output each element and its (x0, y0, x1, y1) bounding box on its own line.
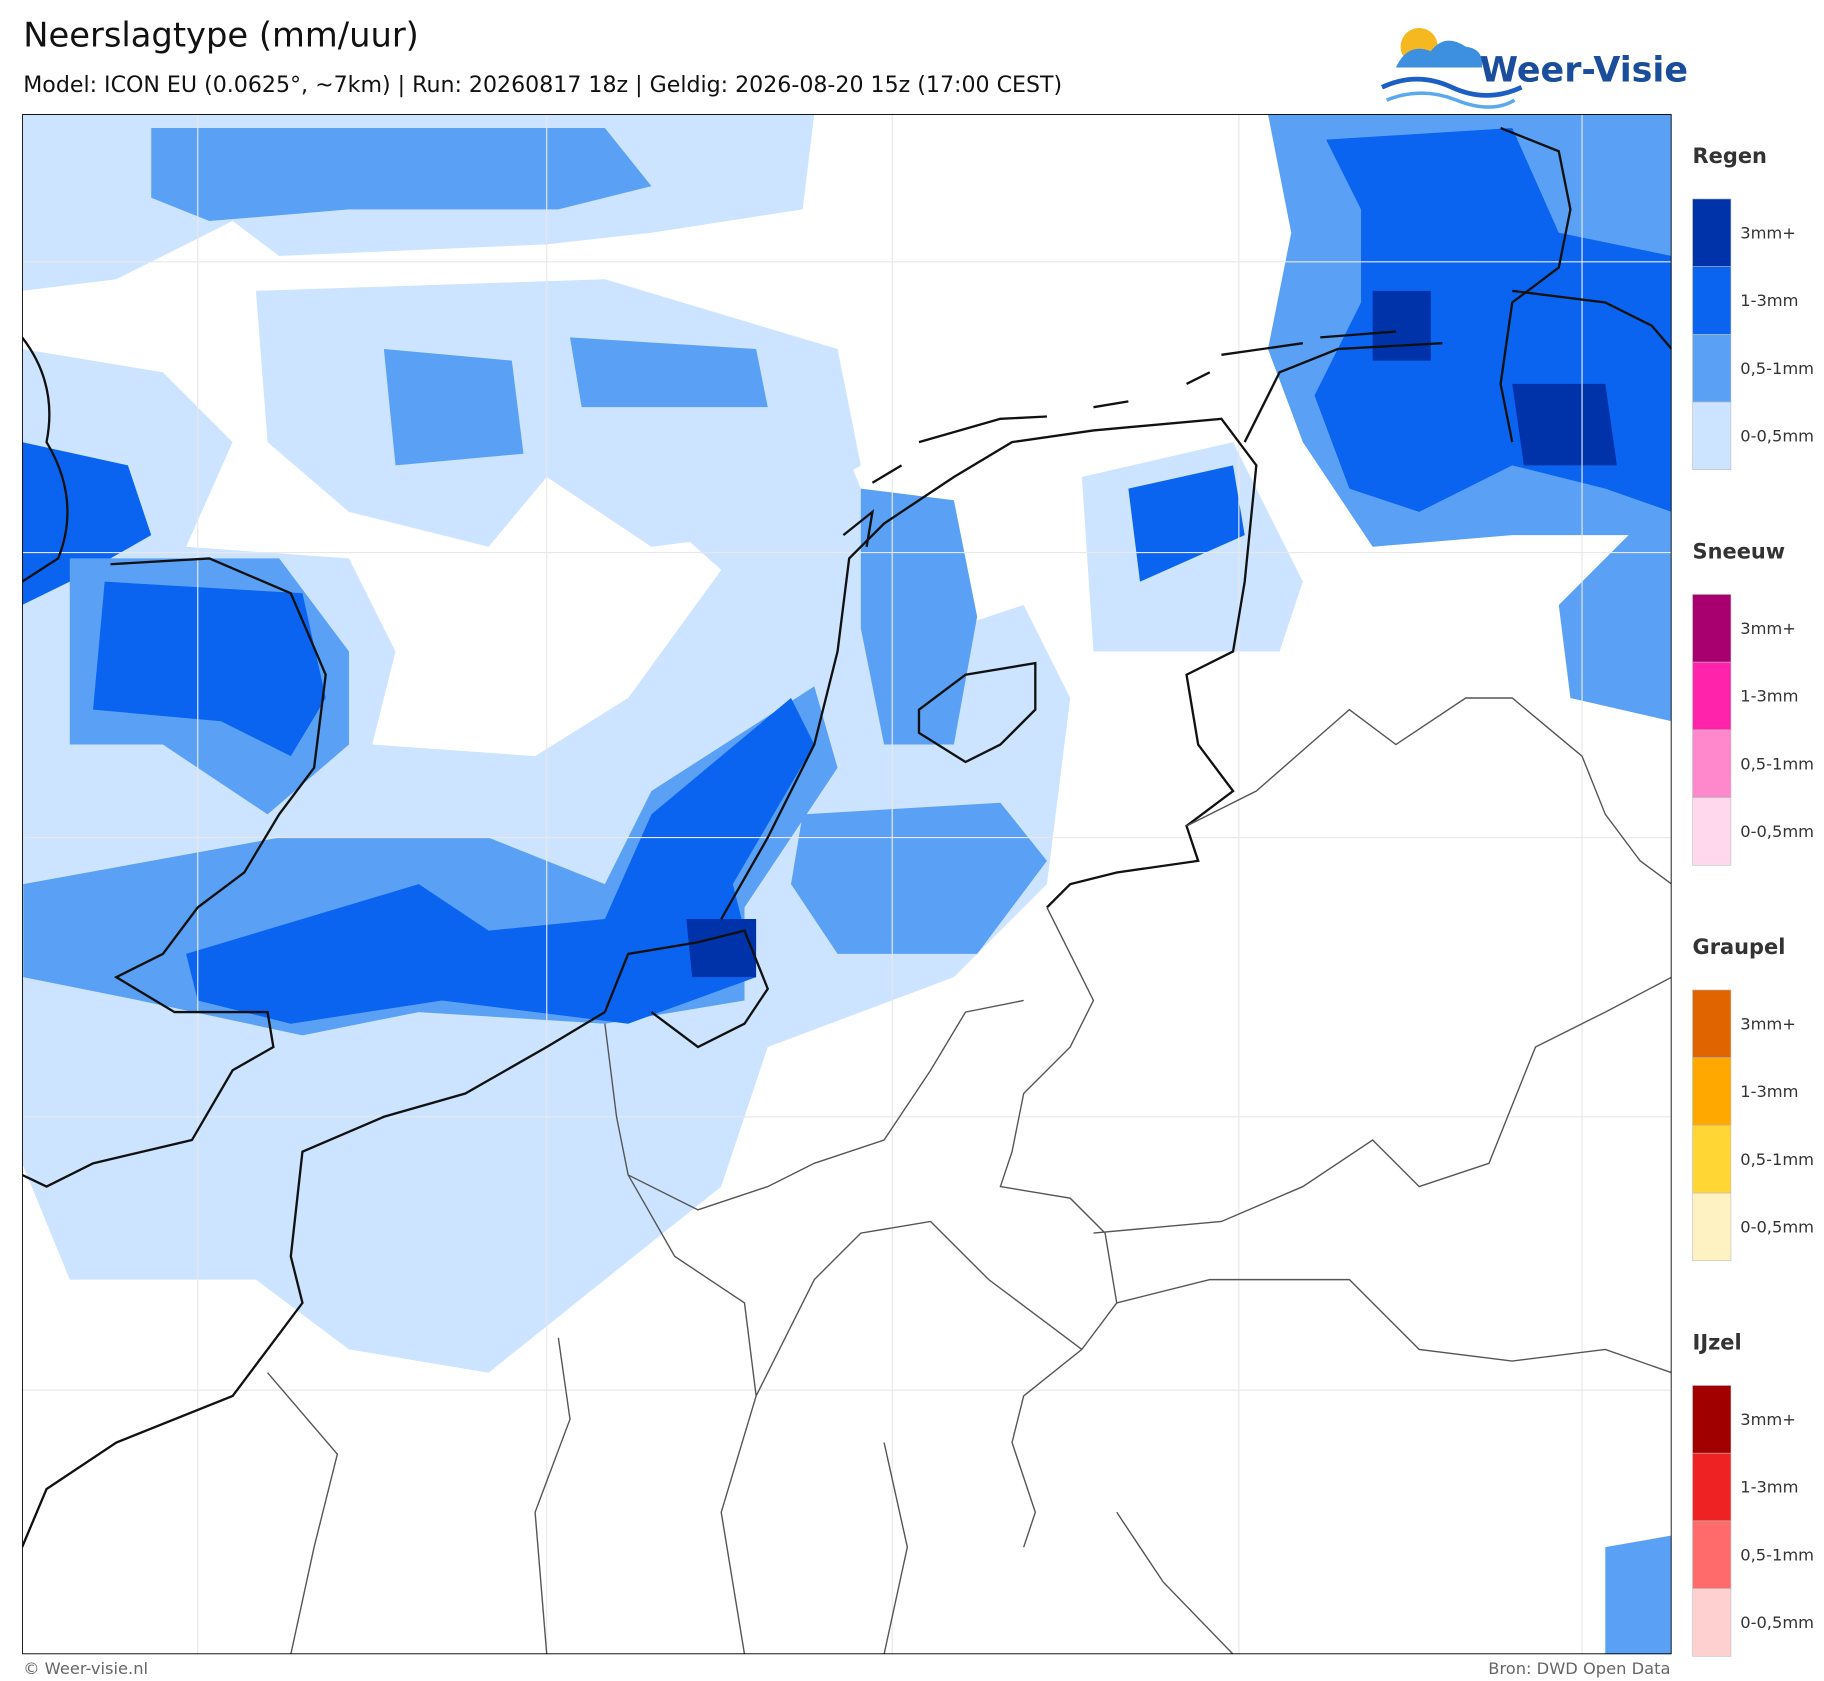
legend-label: 1-3mm (1740, 1478, 1798, 1497)
legend-label: 1-3mm (1740, 687, 1798, 706)
legend-group-title: Regen (1693, 144, 1767, 168)
graticule (22, 114, 1672, 1655)
legend-swatch (1692, 989, 1732, 1058)
logo: Weer-Visie (1380, 27, 1688, 109)
legend-label: 1-3mm (1740, 1082, 1798, 1101)
legend-swatch (1692, 1520, 1732, 1589)
title: Neerslagtype (mm/uur) (23, 16, 419, 55)
legend-group-title: IJzel (1693, 1330, 1742, 1354)
precipitation-field (22, 114, 1672, 1655)
legend-label: 0-0,5mm (1740, 1218, 1814, 1237)
legend-label: 0,5-1mm (1740, 754, 1814, 773)
borders (267, 697, 1672, 1655)
subtitle: Model: ICON EU (0.0625°, ~7km) | Run: 20… (23, 72, 1062, 98)
legend-label: 0-0,5mm (1740, 822, 1814, 841)
logo-text: Weer-Visie (1480, 50, 1688, 90)
footer-credit: © Weer-visie.nl (23, 1659, 148, 1678)
legend-label: 3mm+ (1740, 619, 1796, 638)
legend-swatch (1692, 729, 1732, 798)
legend-label: 0-0,5mm (1740, 1613, 1814, 1632)
legend-swatch (1692, 334, 1732, 403)
legend-label: 3mm+ (1740, 1410, 1796, 1429)
legend-swatch (1692, 1192, 1732, 1262)
coastline (22, 126, 1672, 1548)
legend-group-title: Sneeuw (1693, 539, 1786, 563)
legend-swatch (1692, 401, 1732, 471)
legend-swatch (1692, 198, 1732, 267)
legend-label: 0,5-1mm (1740, 1150, 1814, 1169)
legend-swatch (1692, 1385, 1732, 1454)
legend-label: 0,5-1mm (1740, 1545, 1814, 1564)
legend-swatch (1692, 1125, 1732, 1194)
legend-label: 0,5-1mm (1740, 359, 1814, 378)
legend-swatch (1692, 661, 1732, 731)
legend-swatch (1692, 1452, 1732, 1522)
legend-label: 1-3mm (1740, 291, 1798, 310)
footer-source: Bron: DWD Open Data (1488, 1659, 1670, 1678)
map (22, 114, 1672, 1655)
legend-label: 3mm+ (1740, 224, 1796, 243)
legend-swatch (1692, 1057, 1732, 1126)
legend-swatch (1692, 797, 1732, 866)
legend-swatch (1692, 1588, 1732, 1657)
legend-label: 3mm+ (1740, 1015, 1796, 1034)
legend-label: 0-0,5mm (1740, 427, 1814, 446)
legend-group-title: Graupel (1693, 935, 1786, 959)
legend-swatch (1692, 594, 1732, 663)
legend-swatch (1692, 266, 1732, 335)
legend: Regen 3mm+ 1-3mm 0,5-1mm 0-0,5mm Sneeuw 3mm+ 1-… (1692, 144, 1814, 1657)
